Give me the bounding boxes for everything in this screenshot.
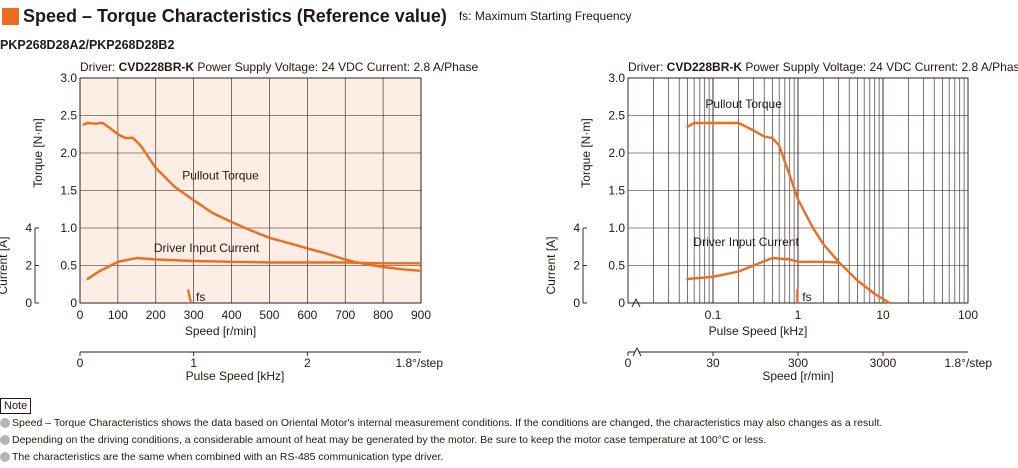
driver-model: CVD228BR-K [119, 60, 195, 74]
section-subtitle: fs: Maximum Starting Frequency [458, 9, 632, 23]
note-text-1: Speed – Torque Characteristics shows the… [12, 416, 883, 429]
y-tick-label: 0 [618, 296, 625, 310]
y-axis-label: Torque [N·m] [31, 118, 45, 187]
note-item: The characteristics are the same when co… [0, 448, 1018, 465]
pullout-torque-curve [686, 121, 891, 305]
x-tick-label: 10 [876, 308, 890, 322]
secondary-axis-label: Pulse Speed [kHz] [186, 369, 285, 383]
x-tick-label: 300 [184, 308, 204, 322]
plot-frame [79, 77, 422, 304]
model-number: PKP268D28A2/PKP268D28B2 [0, 38, 175, 52]
y-tick-label: 1.0 [608, 221, 625, 235]
y-tick-label: 1.0 [60, 221, 77, 235]
current-tick-label: 0 [573, 296, 580, 310]
note-label: Note [0, 398, 32, 414]
driver-conditions: Driver: CVD228BR-K Power Supply Voltage:… [628, 60, 1018, 74]
x-axis-label: Pulse Speed [kHz] [709, 324, 808, 338]
driver-current-label: Driver Input Current [693, 235, 799, 249]
x-tick-label: 100 [958, 308, 978, 322]
y-tick-label: 3.0 [608, 71, 625, 85]
y-tick-label: 1.5 [60, 184, 77, 198]
pullout-torque-label: Pullout Torque [705, 97, 782, 111]
x-tick-label: 600 [297, 308, 317, 322]
y-tick-label: 3.0 [60, 71, 77, 85]
x-tick-label: 400 [222, 308, 242, 322]
bullet-icon [0, 434, 10, 445]
current-axis-label: Current [A] [544, 236, 558, 294]
section-title: Speed – Torque Characteristics (Referenc… [23, 5, 447, 26]
step-label: 1.8°/step [945, 356, 993, 370]
current-tick-label: 0 [25, 296, 32, 310]
driver-label: Driver: [628, 60, 667, 74]
x-tick-label: 700 [335, 308, 355, 322]
x-tick-label: 800 [373, 308, 393, 322]
bullet-icon [0, 451, 10, 462]
y-tick-label: 2.0 [60, 146, 77, 160]
y-tick-label: 2.5 [608, 109, 625, 123]
fs-label: fs [196, 290, 205, 304]
y-tick-label: 2.5 [60, 109, 77, 123]
x-tick-label: 200 [146, 308, 166, 322]
power-conditions: Power Supply Voltage: 24 VDC Current: 2.… [742, 60, 1018, 74]
step-label: 1.8°/step [396, 356, 444, 370]
secondary-tick-label: 0 [625, 356, 632, 370]
current-axis-label: Current [A] [0, 236, 10, 294]
secondary-tick-label: 300 [788, 356, 808, 370]
driver-model: CVD228BR-K [667, 60, 743, 74]
y-tick-label: 2.0 [608, 146, 625, 160]
y-tick-label: 0.5 [608, 259, 625, 273]
axis-break-mark [631, 297, 641, 308]
driver-current-curve [86, 256, 423, 281]
x-tick-label: 900 [411, 308, 431, 322]
orange-square-icon [2, 7, 19, 25]
y-axis-label: Torque [N·m] [579, 118, 593, 187]
current-tick-label: 2 [573, 259, 580, 273]
fs-marker [186, 289, 193, 304]
x-tick-label: 0 [77, 308, 84, 322]
x-tick-label: 100 [108, 308, 128, 322]
current-tick-label: 2 [25, 259, 32, 273]
secondary-tick-label: 3000 [870, 356, 897, 370]
secondary-axis-label: Speed [r/min] [762, 369, 833, 383]
note-text-2: Depending on the driving conditions, a c… [12, 433, 767, 446]
y-tick-label: 1.5 [608, 184, 625, 198]
axis-break-mark [632, 346, 642, 357]
secondary-tick-label: 2 [304, 356, 311, 370]
driver-conditions: Driver: CVD228BR-K Power Supply Voltage:… [80, 60, 479, 74]
x-tick-label: 1 [795, 308, 802, 322]
secondary-tick-label: 1 [190, 356, 197, 370]
y-tick-label: 0.5 [60, 259, 77, 273]
secondary-tick-label: 0 [77, 356, 84, 370]
pullout-torque-curve [82, 121, 423, 272]
power-conditions: Power Supply Voltage: 24 VDC Current: 2.… [194, 60, 478, 74]
note-text-3: The characteristics are the same when co… [12, 450, 444, 463]
driver-current-label: Driver Input Current [154, 241, 260, 255]
current-tick-label: 4 [25, 221, 32, 235]
y-tick-label: 0 [70, 296, 77, 310]
fs-label: fs [802, 290, 811, 304]
current-tick-label: 4 [573, 221, 580, 235]
section-header: Speed – Torque Characteristics (Referenc… [0, 4, 632, 28]
note-item: Depending on the driving conditions, a c… [0, 431, 1018, 448]
bullet-icon [0, 417, 10, 428]
secondary-tick-label: 30 [706, 356, 720, 370]
speed-torque-charts: Driver: CVD228BR-K Power Supply Voltage:… [0, 60, 1018, 383]
driver-current-curve [686, 256, 840, 281]
notes-section: Note Speed – Torque Characteristics show… [0, 398, 1018, 465]
x-tick-label: 0.1 [705, 308, 722, 322]
note-item: Speed – Torque Characteristics shows the… [0, 414, 1018, 431]
driver-label: Driver: [80, 60, 119, 74]
pullout-torque-label: Pullout Torque [182, 168, 259, 182]
x-axis-label: Speed [r/min] [185, 324, 256, 338]
x-tick-label: 500 [259, 308, 279, 322]
